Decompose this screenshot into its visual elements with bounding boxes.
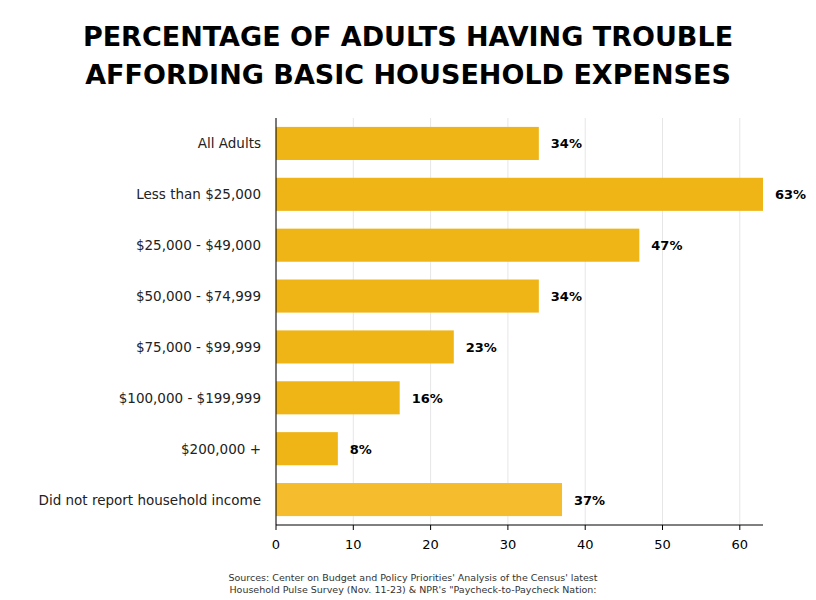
bar bbox=[276, 229, 639, 262]
y-axis-line bbox=[276, 118, 277, 525]
tick-label: 40 bbox=[577, 537, 594, 552]
source-note: Household Pulse Survey (Nov. 11-23) & NP… bbox=[229, 584, 596, 595]
data-label: 16% bbox=[412, 391, 443, 406]
x-axis-line bbox=[276, 525, 763, 526]
category-label: $25,000 - $49,000 bbox=[136, 237, 261, 253]
category-label: $50,000 - $74,999 bbox=[136, 288, 261, 304]
tick-label: 0 bbox=[272, 537, 280, 552]
data-label: 8% bbox=[350, 442, 372, 457]
tick-label: 20 bbox=[422, 537, 439, 552]
bar bbox=[276, 432, 338, 465]
bar bbox=[276, 178, 763, 211]
tick-mark bbox=[739, 525, 740, 530]
tick-label: 60 bbox=[732, 537, 749, 552]
category-label: $100,000 - $199,999 bbox=[119, 390, 261, 406]
chart-svg: 0 10 20 30 40 50 60 All Adults 34% Less than $25,… bbox=[0, 0, 816, 600]
data-label: 23% bbox=[466, 340, 497, 355]
bar bbox=[276, 127, 539, 160]
category-label: All Adults bbox=[198, 135, 261, 151]
bar bbox=[276, 330, 454, 363]
tick-label: 10 bbox=[345, 537, 362, 552]
tick-mark bbox=[507, 525, 508, 530]
data-label: 37% bbox=[574, 493, 605, 508]
chart-root: PERCENTAGE OF ADULTS HAVING TROUBLE AFFO… bbox=[0, 0, 816, 600]
tick-label: 30 bbox=[500, 537, 517, 552]
category-label: $200,000 + bbox=[181, 441, 261, 457]
data-label: 47% bbox=[651, 238, 682, 253]
grid-line bbox=[276, 118, 277, 525]
category-label: Less than $25,000 bbox=[136, 186, 261, 202]
tick-label: 50 bbox=[654, 537, 671, 552]
tick-mark bbox=[276, 525, 277, 530]
chart-title: PERCENTAGE OF ADULTS HAVING TROUBLE AFFO… bbox=[28, 18, 788, 94]
data-label: 34% bbox=[551, 136, 582, 151]
tick-mark bbox=[662, 525, 663, 530]
bar bbox=[276, 381, 400, 414]
bar bbox=[276, 280, 539, 313]
bars bbox=[276, 127, 763, 516]
category-label: $75,000 - $99,999 bbox=[136, 339, 261, 355]
tick-mark bbox=[585, 525, 586, 530]
category-label: Did not report household income bbox=[38, 492, 261, 508]
tick-mark bbox=[353, 525, 354, 530]
tick-mark bbox=[430, 525, 431, 530]
data-label: 34% bbox=[551, 289, 582, 304]
data-label: 63% bbox=[775, 187, 806, 202]
source-note: Sources: Center on Budget and Policy Pri… bbox=[228, 572, 597, 583]
bar bbox=[276, 483, 562, 516]
